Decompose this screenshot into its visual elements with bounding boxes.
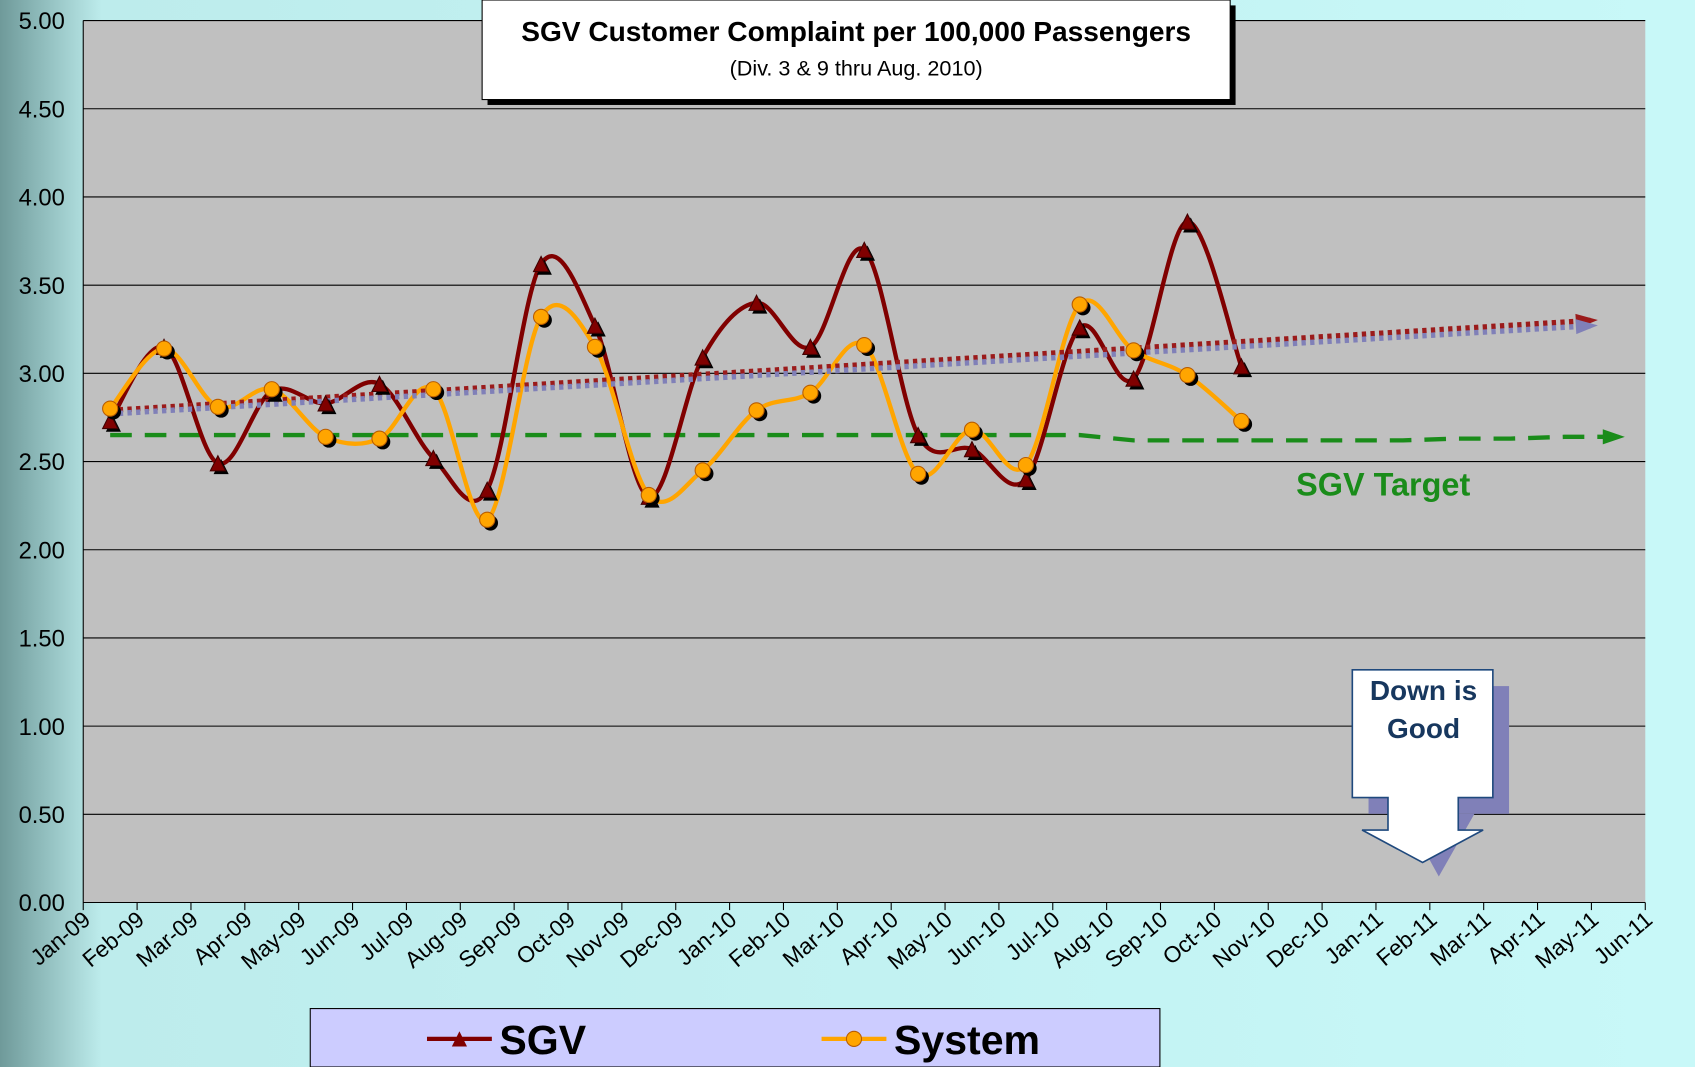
chart-title: SGV Customer Complaint per 100,000 Passe… — [521, 16, 1191, 47]
y-tick-label: 4.50 — [19, 96, 65, 123]
arrow-head — [1602, 429, 1625, 445]
marker — [532, 308, 550, 326]
marker — [1071, 318, 1089, 336]
note-box — [1351, 669, 1494, 864]
marker — [801, 338, 819, 355]
arrow-head — [1575, 319, 1598, 335]
legend-label: System — [894, 1017, 1040, 1063]
marker — [371, 430, 388, 447]
marker — [425, 381, 442, 398]
y-tick-label: 2.50 — [19, 449, 65, 476]
marker — [1125, 369, 1143, 387]
y-tick-label: 0.00 — [19, 890, 65, 917]
marker — [802, 384, 819, 401]
marker — [532, 255, 550, 273]
marker — [909, 426, 927, 444]
marker — [748, 402, 765, 419]
chart-subtitle: (Div. 3 & 9 thru Aug. 2010) — [730, 56, 983, 81]
marker — [209, 398, 227, 415]
marker — [479, 511, 496, 528]
y-tick-label: 4.00 — [19, 185, 65, 212]
y-tick-label: 0.50 — [19, 802, 65, 829]
marker — [317, 428, 334, 445]
marker — [1232, 357, 1250, 375]
marker — [1125, 342, 1142, 359]
marker — [101, 412, 119, 430]
legend-marker — [451, 1031, 467, 1047]
marker — [1179, 366, 1196, 384]
marker — [1233, 412, 1250, 430]
marker — [478, 480, 496, 498]
target-line — [110, 432, 1619, 443]
legend-marker — [845, 1030, 863, 1047]
annotation: Down is Good — [1369, 675, 1478, 744]
marker — [317, 394, 335, 412]
marker — [424, 449, 442, 467]
marker — [1071, 296, 1088, 313]
legend-label: SGV — [499, 1017, 586, 1063]
marker — [640, 486, 657, 504]
marker — [263, 381, 280, 398]
marker — [694, 348, 712, 366]
marker — [748, 294, 765, 311]
marker — [102, 400, 119, 417]
y-tick-label: 3.00 — [19, 361, 65, 388]
y-tick-label: 3.50 — [19, 273, 65, 300]
y-tick-label: 1.50 — [19, 626, 65, 653]
title-box — [481, 0, 1231, 101]
marker — [963, 440, 981, 458]
marker — [910, 465, 927, 483]
marker — [371, 375, 388, 393]
y-tick-label: 5.00 — [19, 8, 65, 35]
y-tick-label: 1.00 — [19, 714, 65, 741]
target-label: SGV Target — [1296, 467, 1470, 503]
marker — [963, 421, 981, 438]
marker — [586, 338, 604, 355]
marker — [1017, 456, 1034, 474]
marker — [694, 462, 711, 479]
y-tick-label: 2.00 — [19, 537, 65, 564]
marker — [1178, 212, 1196, 230]
marker — [155, 340, 173, 357]
marker — [1017, 470, 1035, 488]
marker — [856, 337, 873, 354]
marker — [586, 316, 604, 334]
marker — [209, 454, 227, 472]
marker — [855, 241, 873, 258]
